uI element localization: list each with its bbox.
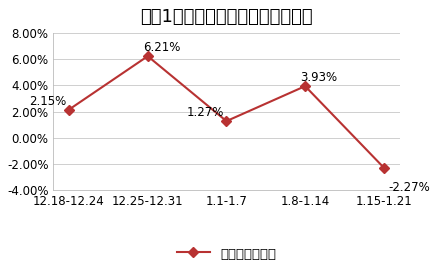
平均发行折价率 xyxy=(145,55,150,58)
平均发行折价率 xyxy=(302,85,308,88)
Title: 图表1：一年期定增平均发行折价率: 图表1：一年期定增平均发行折价率 xyxy=(140,8,313,26)
平均发行折价率 xyxy=(224,119,229,123)
Line: 平均发行折价率: 平均发行折价率 xyxy=(66,53,387,171)
Text: 2.15%: 2.15% xyxy=(30,95,67,108)
Text: 3.93%: 3.93% xyxy=(301,71,338,84)
Legend: 平均发行折价率: 平均发行折价率 xyxy=(171,242,281,266)
Text: 6.21%: 6.21% xyxy=(143,41,180,54)
平均发行折价率 xyxy=(381,166,386,169)
Text: -2.27%: -2.27% xyxy=(388,181,430,194)
Text: 1.27%: 1.27% xyxy=(187,106,224,119)
平均发行折价率 xyxy=(66,108,72,111)
